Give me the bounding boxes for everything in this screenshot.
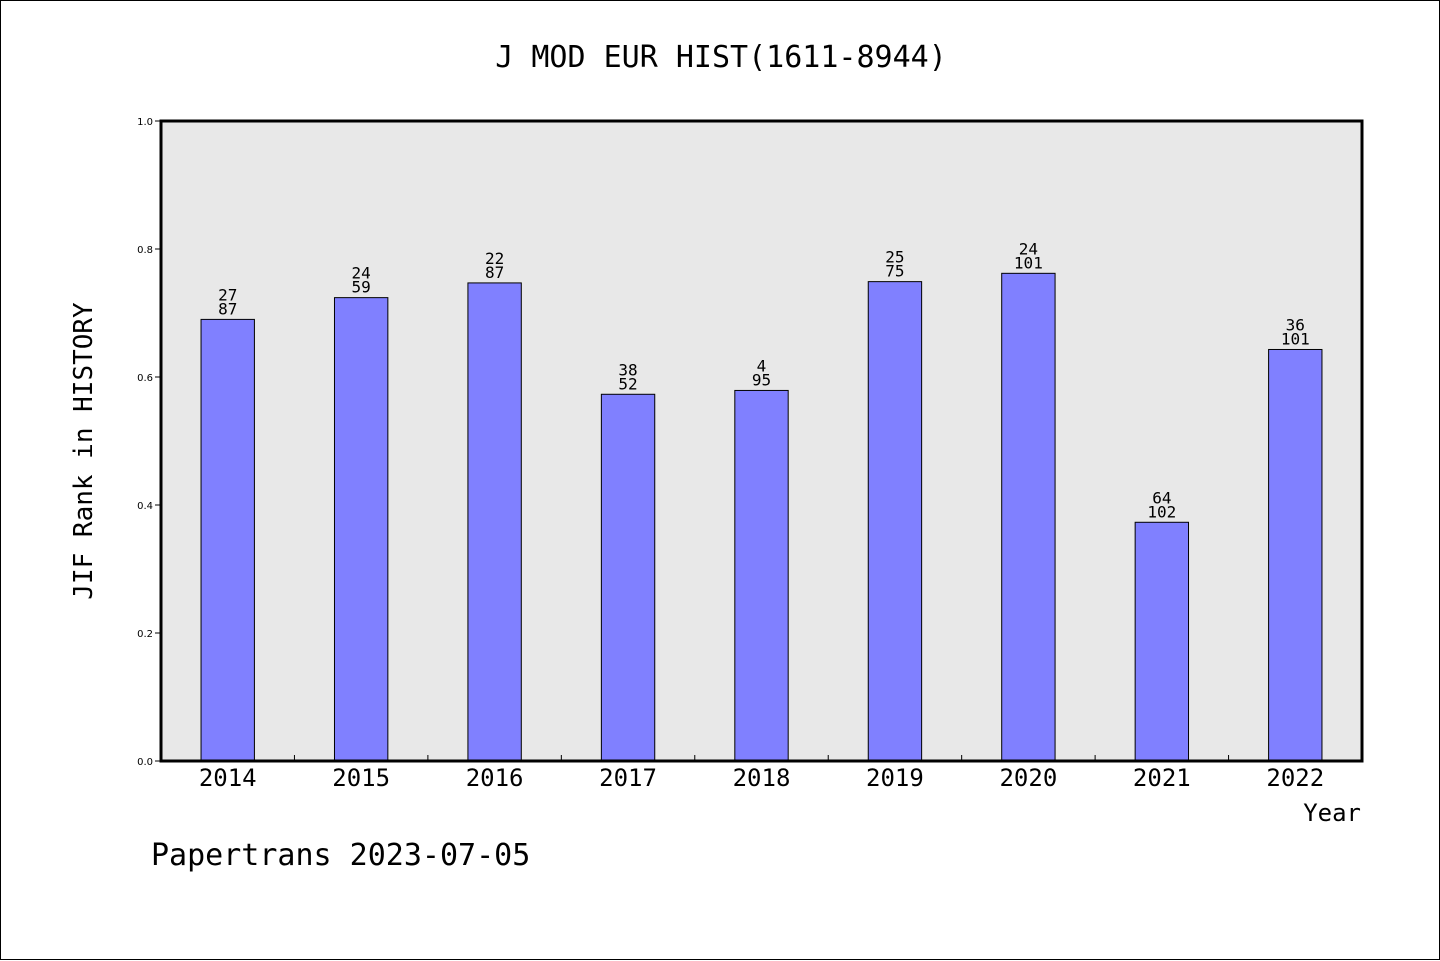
bar (1134, 521, 1190, 762)
bar-total-label: 101 (1281, 329, 1310, 348)
bar-total-label: 102 (1147, 502, 1176, 521)
bar-rank-label: 4 (757, 356, 767, 375)
x-tick-label: 2020 (999, 764, 1057, 792)
bar-rank-label: 25 (885, 248, 904, 267)
y-tick-label: 0.6 (137, 373, 153, 384)
bar-rank-label: 24 (1019, 239, 1038, 258)
bar (734, 389, 789, 762)
x-tick-label: 2021 (1133, 764, 1191, 792)
bar-total-label: 87 (218, 299, 237, 318)
bar (333, 297, 389, 762)
bar-total-label: 75 (885, 262, 904, 281)
y-tick-label: 0.2 (137, 629, 153, 640)
y-tick-label: 1.0 (137, 117, 153, 128)
bar (1268, 348, 1323, 762)
x-tick-label: 2022 (1266, 764, 1324, 792)
footer-text: Papertrans 2023-07-05 (151, 838, 530, 873)
bar-rank-label: 24 (352, 264, 371, 283)
bar-rank-label: 64 (1152, 488, 1171, 507)
x-tick-label: 2016 (466, 764, 524, 792)
bar (200, 318, 255, 762)
bar-total-label: 87 (485, 263, 504, 282)
y-tick-label: 0.0 (137, 757, 153, 768)
chart-title: J MOD EUR HIST(1611-8944) (495, 40, 947, 75)
bar-rank-label: 36 (1286, 315, 1305, 334)
x-tick-label: 2019 (866, 764, 924, 792)
bar-rank-label: 38 (618, 360, 637, 379)
bar (1001, 272, 1056, 762)
x-tick-label: 2015 (332, 764, 390, 792)
bar (867, 281, 923, 762)
x-axis: 2014 2015 2016 2017 2018 2019 2020 2021 2022 (199, 755, 1324, 792)
plot-border (159, 119, 1364, 763)
bar-rank-label: 22 (485, 249, 504, 268)
x-axis-label: Year (1303, 799, 1361, 827)
y-axis-label: JIF Rank in HISTORY (69, 302, 99, 600)
bar (467, 282, 522, 762)
bar (600, 393, 656, 762)
bar-total-label: 101 (1014, 253, 1043, 272)
bar-rank-label: 27 (218, 285, 237, 304)
bar-total-label: 52 (618, 374, 637, 393)
bar-total-label: 95 (752, 370, 771, 389)
bar-total-label: 59 (352, 278, 371, 297)
y-tick-label: 0.4 (137, 501, 153, 512)
y-tick-label: 0.8 (137, 245, 153, 256)
bar-series (200, 272, 1323, 762)
x-tick-label: 2018 (733, 764, 791, 792)
x-tick-label: 2014 (199, 764, 257, 792)
y-axis: 0.0 0.2 0.4 0.6 0.8 1.0 (137, 117, 161, 768)
x-tick-label: 2017 (599, 764, 657, 792)
